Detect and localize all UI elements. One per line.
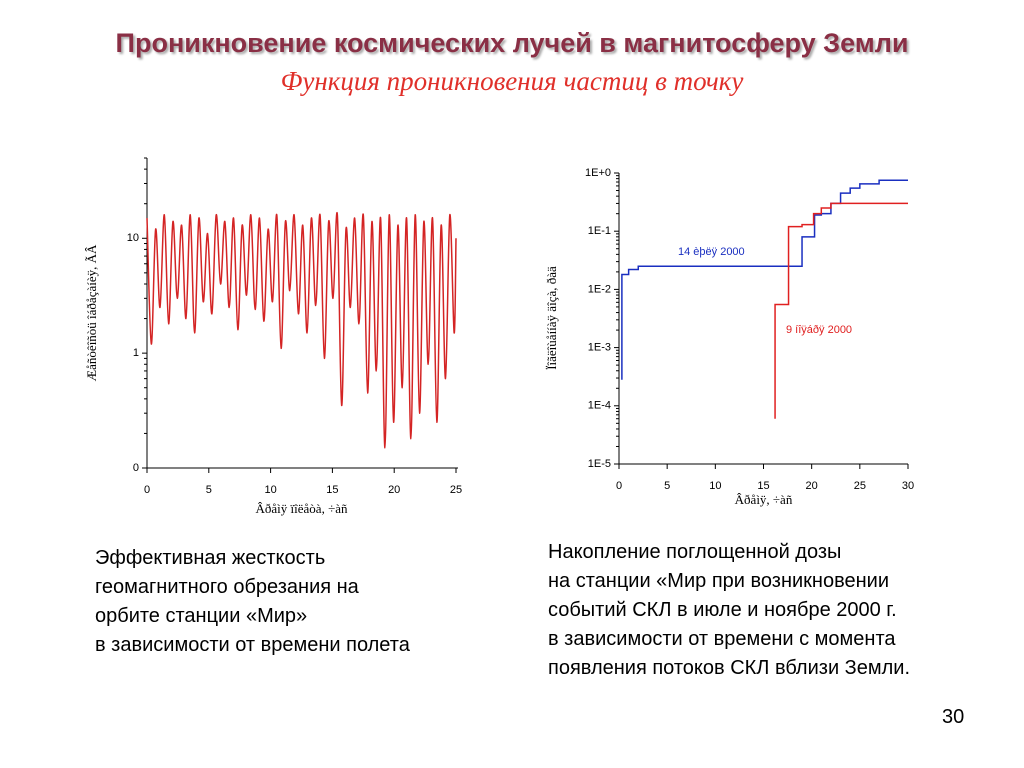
x-tick-label: 25 [854,480,866,492]
y-tick-label: 1E-2 [588,283,611,295]
y-tick-label: 1E+0 [585,167,611,179]
y-tick-label: 0 [133,462,139,474]
y-tick-label: 1E-3 [588,342,611,354]
x-tick-label: 10 [264,484,276,496]
slide-title: Проникновение космических лучей в магнит… [115,28,909,58]
x-axis-label: Âðåìÿ, ÷àñ [735,492,793,507]
x-tick-label: 30 [902,480,914,492]
caption-right: Накопление поглощенной дозы на станции «… [548,538,910,683]
caption-line: в зависимости от времени полета [95,634,410,656]
y-tick-label: 1E-5 [588,458,611,470]
y-tick-label: 1E-1 [588,225,611,237]
caption-line: орбите станции «Мир» [95,605,308,627]
caption-line: Накопление поглощенной дозы [548,541,842,563]
y-axis-label: Æåñòêîñòü îáðåçàíèÿ, ÃÂ [84,244,99,381]
series-label: 9 íîÿáðÿ 2000 [786,324,852,336]
x-tick-label: 15 [326,484,338,496]
caption-left: Эффективная жесткость геомагнитного обре… [95,544,410,660]
caption-line: в зависимости от времени с момента [548,628,896,650]
x-tick-label: 0 [144,484,150,496]
x-axis-label: Âðåìÿ ïîëåòà, ÷àñ [256,501,348,516]
x-tick-label: 5 [206,484,212,496]
series-line [774,202,908,419]
y-axis-label: Ïîãëîùåííàÿ äîçà, ðàä [544,266,559,370]
caption-line: Эффективная жесткость [95,547,326,569]
series-line [146,211,457,449]
page-number: 30 [942,706,965,728]
x-tick-label: 15 [757,480,769,492]
x-tick-label: 20 [388,484,400,496]
x-tick-label: 0 [616,480,622,492]
x-tick-label: 25 [450,484,462,496]
series-line [621,179,908,380]
x-tick-label: 20 [806,480,818,492]
series-label: 14 èþëÿ 2000 [678,246,745,258]
y-tick-label: 10 [127,232,139,244]
y-tick-label: 1 [133,347,139,359]
x-tick-label: 10 [709,480,721,492]
caption-line: на станции «Мир при возникновении [548,570,890,592]
caption-line: геомагнитного обрезания на [95,576,359,598]
slide-subtitle: Функция проникновения частиц в точку [280,66,744,96]
caption-line: событий СКЛ в июле и ноябре 2000 г. [548,599,897,621]
x-tick-label: 5 [664,480,670,492]
caption-line: появления потоков СКЛ вблизи Земли. [548,657,911,679]
y-tick-label: 1E-4 [588,400,611,412]
